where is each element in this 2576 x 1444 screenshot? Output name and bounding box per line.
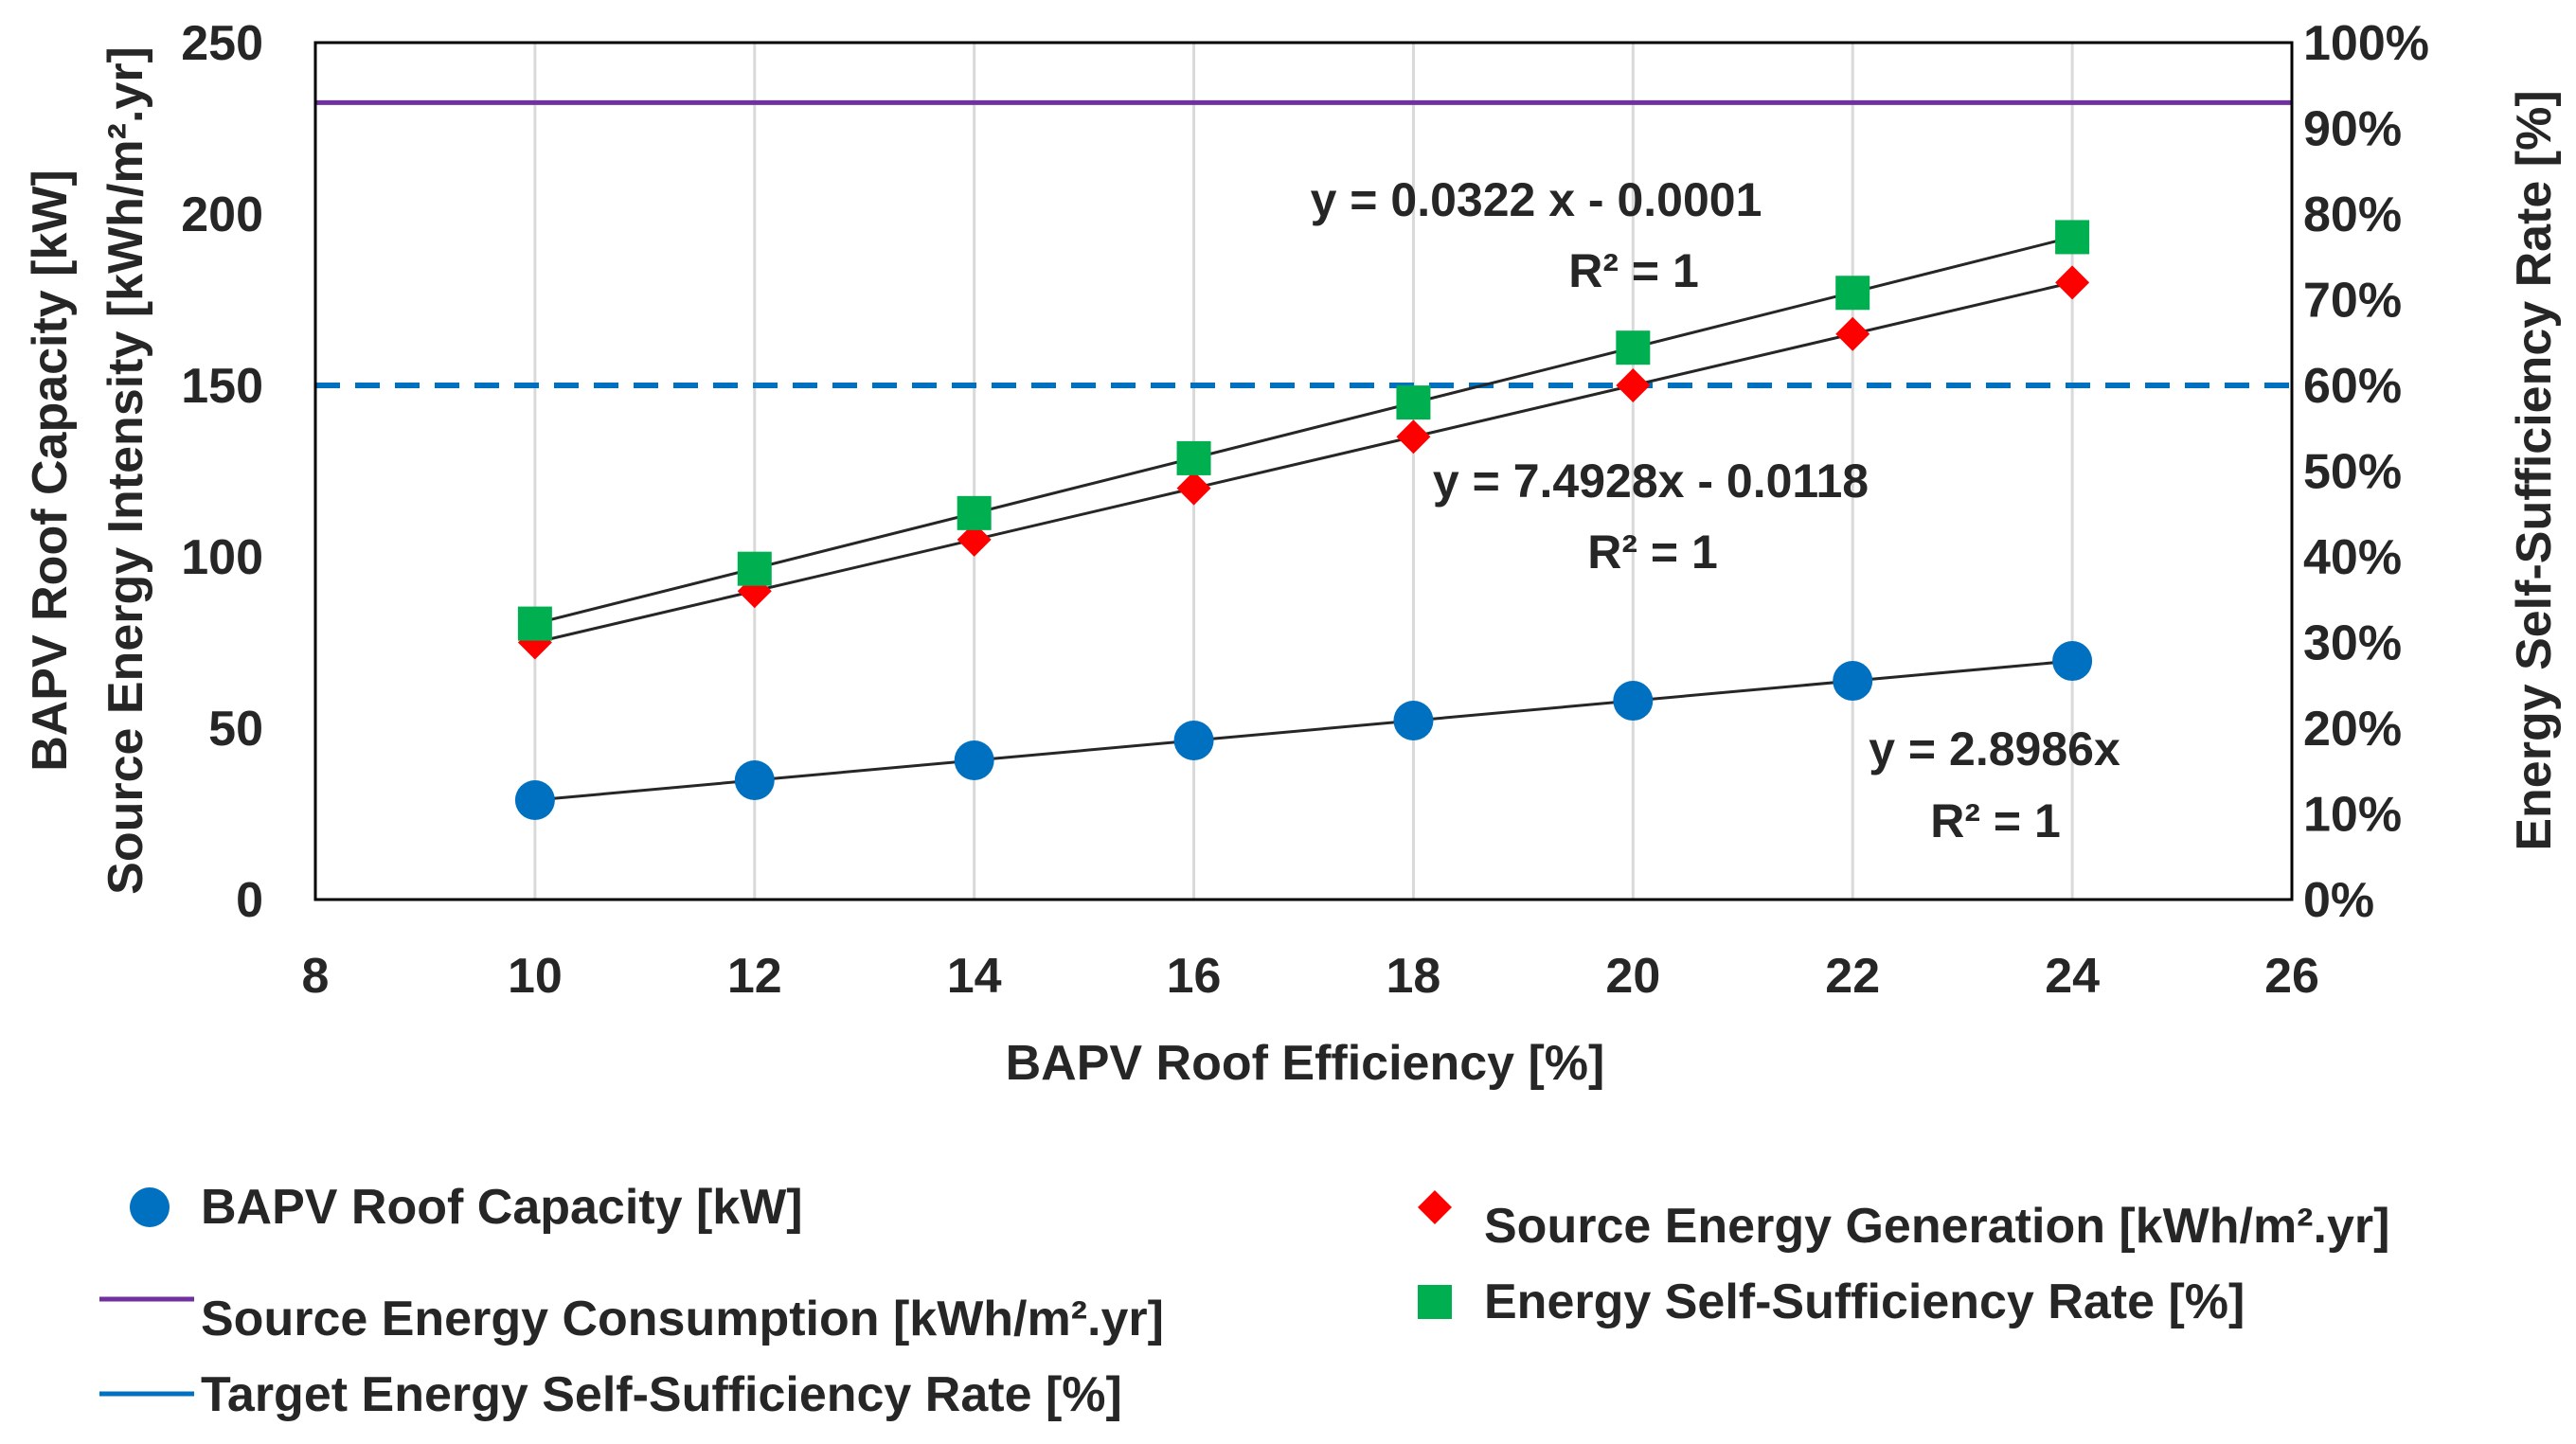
data-point-diamond: [2055, 265, 2090, 300]
x-tick-label: 22: [1825, 949, 1880, 1004]
trendline-equation-generation: y = 7.4928x - 0.0118: [1433, 455, 1869, 508]
x-tick-label: 18: [1386, 949, 1441, 1004]
data-point-square: [517, 606, 552, 641]
reference-lines: [315, 99, 2292, 388]
left-y-tick-label: 150: [181, 359, 263, 414]
x-axis-title: BAPV Roof Efficiency [%]: [1006, 1036, 1605, 1091]
right-y-tick-label: 90%: [2303, 102, 2402, 157]
left-y-tick-label: 100: [181, 530, 263, 585]
x-tick-label: 24: [2045, 949, 2100, 1004]
data-point-circle: [1173, 721, 1214, 761]
tick-labels: 8 10 12 14 16 18 20 22 24 26 0 50 100 150 200 250 0% 10% 2…: [181, 16, 2429, 1004]
trendline-r2-self-sufficiency: R² = 1: [1568, 244, 1699, 297]
left-y-tick-label: 50: [208, 702, 263, 757]
data-point-circle: [1613, 681, 1654, 722]
trendline-r2-capacity: R² = 1: [1930, 794, 2061, 847]
data-point-circle: [734, 760, 775, 801]
legend-marker-swatch: [1418, 1190, 1452, 1224]
data-point-square: [1176, 440, 1211, 475]
data-point-diamond: [1176, 471, 1211, 506]
trendline-r2-generation: R² = 1: [1587, 526, 1718, 579]
right-y-tick-label: 60%: [2303, 359, 2402, 414]
x-tick-label: 10: [508, 949, 563, 1004]
data-point-square: [2055, 220, 2090, 255]
plot-area-frame: [313, 41, 2294, 901]
legend-marker-swatch: [1418, 1285, 1452, 1319]
x-tick-label: 12: [727, 949, 782, 1004]
trendline-2: [534, 235, 2073, 626]
right-y-tick-label: 30%: [2303, 616, 2402, 671]
x-tick-label: 8: [302, 949, 330, 1004]
data-point-diamond: [957, 522, 992, 557]
legend-symbol-generation: [1418, 1190, 1452, 1224]
right-y-tick-label: 0%: [2303, 873, 2374, 928]
x-tick-label: 26: [2264, 949, 2319, 1004]
data-point-diamond: [1396, 419, 1431, 455]
data-point-circle: [1393, 701, 1434, 741]
trendline-equation-self-sufficiency: y = 0.0322 x - 0.0001: [1311, 173, 1762, 226]
gridlines: [533, 43, 2074, 900]
legend-label-capacity: BAPV Roof Capacity [kW]: [201, 1180, 803, 1235]
left-y-axis-title-line1: BAPV Roof Capacity [kW]: [23, 169, 78, 772]
right-y-axis-title: Energy Self-Sufficiency Rate [%]: [2507, 90, 2562, 850]
right-y-tick-label: 70%: [2303, 274, 2402, 329]
right-y-tick-label: 20%: [2303, 702, 2402, 757]
data-point-circle: [514, 780, 555, 821]
trendline-equation-capacity: y = 2.8986x: [1869, 722, 2120, 775]
right-y-tick-label: 10%: [2303, 788, 2402, 843]
legend-marker-swatch: [130, 1187, 170, 1227]
right-y-tick-label: 40%: [2303, 530, 2402, 585]
trendlines: [534, 235, 2073, 802]
data-point-square: [1616, 330, 1651, 365]
legend-symbol-capacity: [130, 1187, 170, 1227]
x-tick-label: 20: [1605, 949, 1660, 1004]
data-point-circle: [1833, 661, 1873, 702]
trendline-1: [534, 280, 2073, 644]
data-point-diamond: [1616, 368, 1651, 402]
trendline-0: [534, 659, 2073, 802]
data-points: [514, 220, 2093, 821]
left-y-tick-label: 200: [181, 187, 263, 242]
left-y-tick-label: 0: [236, 873, 263, 928]
data-point-diamond: [1835, 316, 1870, 351]
right-y-tick-label: 80%: [2303, 187, 2402, 242]
x-tick-label: 14: [947, 949, 1002, 1004]
legend-label-target-rate: Target Energy Self-Sufficiency Rate [%]: [201, 1367, 1122, 1422]
left-y-tick-label: 250: [181, 16, 263, 71]
data-point-circle: [954, 740, 994, 781]
right-y-tick-label: 50%: [2303, 445, 2402, 500]
legend: BAPV Roof Capacity [kW] Source Energy Co…: [99, 1180, 2389, 1422]
data-point-square: [1396, 385, 1431, 420]
data-point-square: [1835, 276, 1870, 311]
legend-label-generation: Source Energy Generation [kWh/m².yr]: [1484, 1199, 2389, 1254]
legend-label-self-sufficiency: Energy Self-Sufficiency Rate [%]: [1484, 1275, 2245, 1329]
right-y-tick-label: 100%: [2303, 16, 2429, 71]
data-point-circle: [2052, 641, 2093, 682]
legend-label-consumption: Source Energy Consumption [kWh/m².yr]: [201, 1292, 1164, 1346]
left-y-axis-title-line2: Source Energy Intensity [kWh/m².yr]: [98, 46, 153, 895]
data-point-square: [737, 551, 772, 586]
data-point-square: [957, 495, 992, 530]
x-tick-label: 16: [1167, 949, 1222, 1004]
legend-symbol-self-sufficiency: [1418, 1285, 1452, 1319]
